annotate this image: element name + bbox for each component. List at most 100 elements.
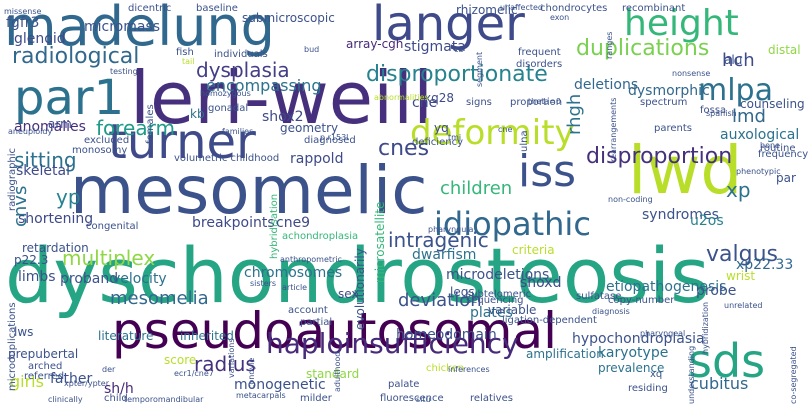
- word-stigmata: stigmata: [404, 39, 466, 55]
- word-tail: tail: [182, 57, 195, 66]
- word-achondroplasia: achondroplasia: [282, 231, 359, 242]
- word-intragenic: intragenic: [388, 228, 489, 252]
- word-xp22-33: xp22.33: [736, 257, 794, 273]
- word-xp: xp: [726, 178, 751, 202]
- word-dwarfism: dwarfism: [412, 247, 477, 263]
- word-submicroscopic: submicroscopic: [242, 11, 335, 25]
- word-fish: fish: [176, 47, 194, 58]
- word-sisters: sisters: [250, 279, 277, 288]
- word-turner: turner: [108, 114, 256, 170]
- word-bone: bone: [760, 141, 780, 150]
- word-copy-number: copy-number: [608, 295, 675, 306]
- word-temporomandibular: temporomandibular: [124, 395, 204, 404]
- word-partial: partial: [300, 317, 333, 328]
- word-micromass: micromass: [84, 19, 161, 35]
- word-chromosomes: chromosomes: [244, 265, 343, 281]
- word-microduplications: microduplications: [7, 302, 18, 391]
- word-proportion: proportion: [510, 97, 563, 108]
- word-arched: arched: [28, 361, 63, 372]
- word-non-coding: non-coding: [608, 195, 653, 204]
- word-distal: distal: [768, 43, 801, 57]
- word-probe: probe: [696, 283, 737, 299]
- word-multiplex: multiplex: [62, 246, 156, 270]
- word-iss: iss: [518, 146, 577, 197]
- word-children: children: [440, 178, 513, 199]
- word-dysmorphic: dysmorphic: [628, 83, 710, 99]
- word-spectrum: spectrum: [640, 97, 688, 108]
- word-congenital: congenital: [86, 221, 139, 232]
- word-disorders: disorders: [516, 59, 563, 70]
- word-retardation: retardation: [22, 241, 89, 255]
- word-p-r153l: p.r153l: [320, 133, 349, 142]
- word-mesomelic: mesomelic: [70, 152, 428, 229]
- word-array-cgh: array-cgh: [346, 37, 404, 51]
- word-lwd: lwd: [628, 132, 743, 209]
- word-dyschondrosteosis: dyschondrosteosis: [5, 231, 710, 320]
- word-shoxd: shoxd: [520, 275, 562, 291]
- word-situ: situ: [416, 395, 431, 404]
- word-pseudoautosomal: pseudoautosomal: [112, 302, 557, 360]
- word-par: par: [776, 171, 796, 185]
- word-limbs: limbs: [18, 269, 56, 285]
- word-sitting: sitting: [14, 148, 77, 172]
- word-deletions: deletions: [574, 77, 639, 93]
- word-unaffected: unaffected: [500, 3, 544, 12]
- word-variations: variations: [227, 338, 236, 378]
- word-sh-h: sh/h: [104, 381, 134, 397]
- word-shox2: shox2: [262, 109, 304, 125]
- word-condyle: condyle: [247, 357, 256, 389]
- word-duplications: duplications: [576, 36, 710, 61]
- word-valgus: valgus: [706, 242, 778, 267]
- word-evolutionarily: evolutionarily: [353, 248, 367, 330]
- word-unrelated: unrelated: [724, 301, 763, 310]
- word-sulfatase: sulfatase: [576, 291, 622, 302]
- word-adulthood: adulthood: [333, 351, 342, 392]
- word-gonadal: gonadal: [208, 103, 249, 114]
- word-article: article: [282, 283, 308, 292]
- word-idiopathic: idiopathic: [434, 205, 591, 243]
- word-residing: residing: [628, 383, 668, 394]
- word-bud: bud: [304, 45, 320, 54]
- word-routine: routine: [760, 143, 796, 154]
- word-phenotypic: phenotypic: [736, 167, 781, 176]
- word-score: score: [164, 353, 197, 367]
- word-sex: sex: [338, 287, 359, 301]
- word-hybridization: hybridization: [701, 301, 710, 354]
- word-height: height: [624, 3, 739, 44]
- word-xq: xq: [650, 369, 663, 380]
- word-girls: girls: [10, 372, 44, 391]
- word-criteria: criteria: [512, 243, 555, 257]
- word-inferences: inferences: [448, 365, 490, 374]
- word-exon: exon: [550, 13, 570, 22]
- word-prepubertal: prepubertal: [8, 347, 79, 361]
- word-monosomy: monosomy: [72, 145, 128, 156]
- word-theta-0: theta=0: [528, 97, 561, 106]
- word-diagnosed: diagnosed: [304, 135, 356, 146]
- word-pharyngeal: pharyngeal: [640, 329, 686, 338]
- word-segment: segment: [475, 51, 484, 87]
- word-u2os: u2os: [690, 213, 724, 229]
- word-legs: legs: [450, 285, 475, 299]
- word-pharyngula: pharyngula: [428, 225, 474, 234]
- word-rearrangements: rearrangements: [609, 97, 618, 162]
- word-madelung: madelung: [4, 0, 275, 58]
- word-haploinsufficiency: haploinsufficiency: [266, 327, 519, 360]
- word-encompassing: encompassing: [206, 76, 322, 95]
- word-relatives: relatives: [470, 393, 513, 404]
- word-radiographic: radiographic: [7, 147, 18, 211]
- word-etiopathogenesis: etiopathogenesis: [606, 279, 727, 295]
- word-auxological: auxological: [720, 127, 800, 143]
- word-par1: par1: [14, 70, 125, 126]
- word-deviation: deviation: [398, 290, 482, 311]
- word-anthropometric: anthropometric: [280, 255, 342, 264]
- word-alu: alu: [724, 53, 743, 67]
- word-metacarpals: metacarpals: [236, 391, 286, 400]
- word-abnormalities: abnormalities: [374, 93, 429, 102]
- word-ranges: ranges: [605, 31, 614, 59]
- word-leri-weill: leri-weill: [130, 56, 434, 140]
- word-spanish: spanish: [706, 109, 737, 118]
- word-subtelomeric: subtelomeric: [466, 289, 532, 300]
- word-co-segregated: co-segregated: [789, 346, 798, 404]
- word-proband: proband: [60, 271, 119, 287]
- word-chicken: chicken: [426, 363, 465, 374]
